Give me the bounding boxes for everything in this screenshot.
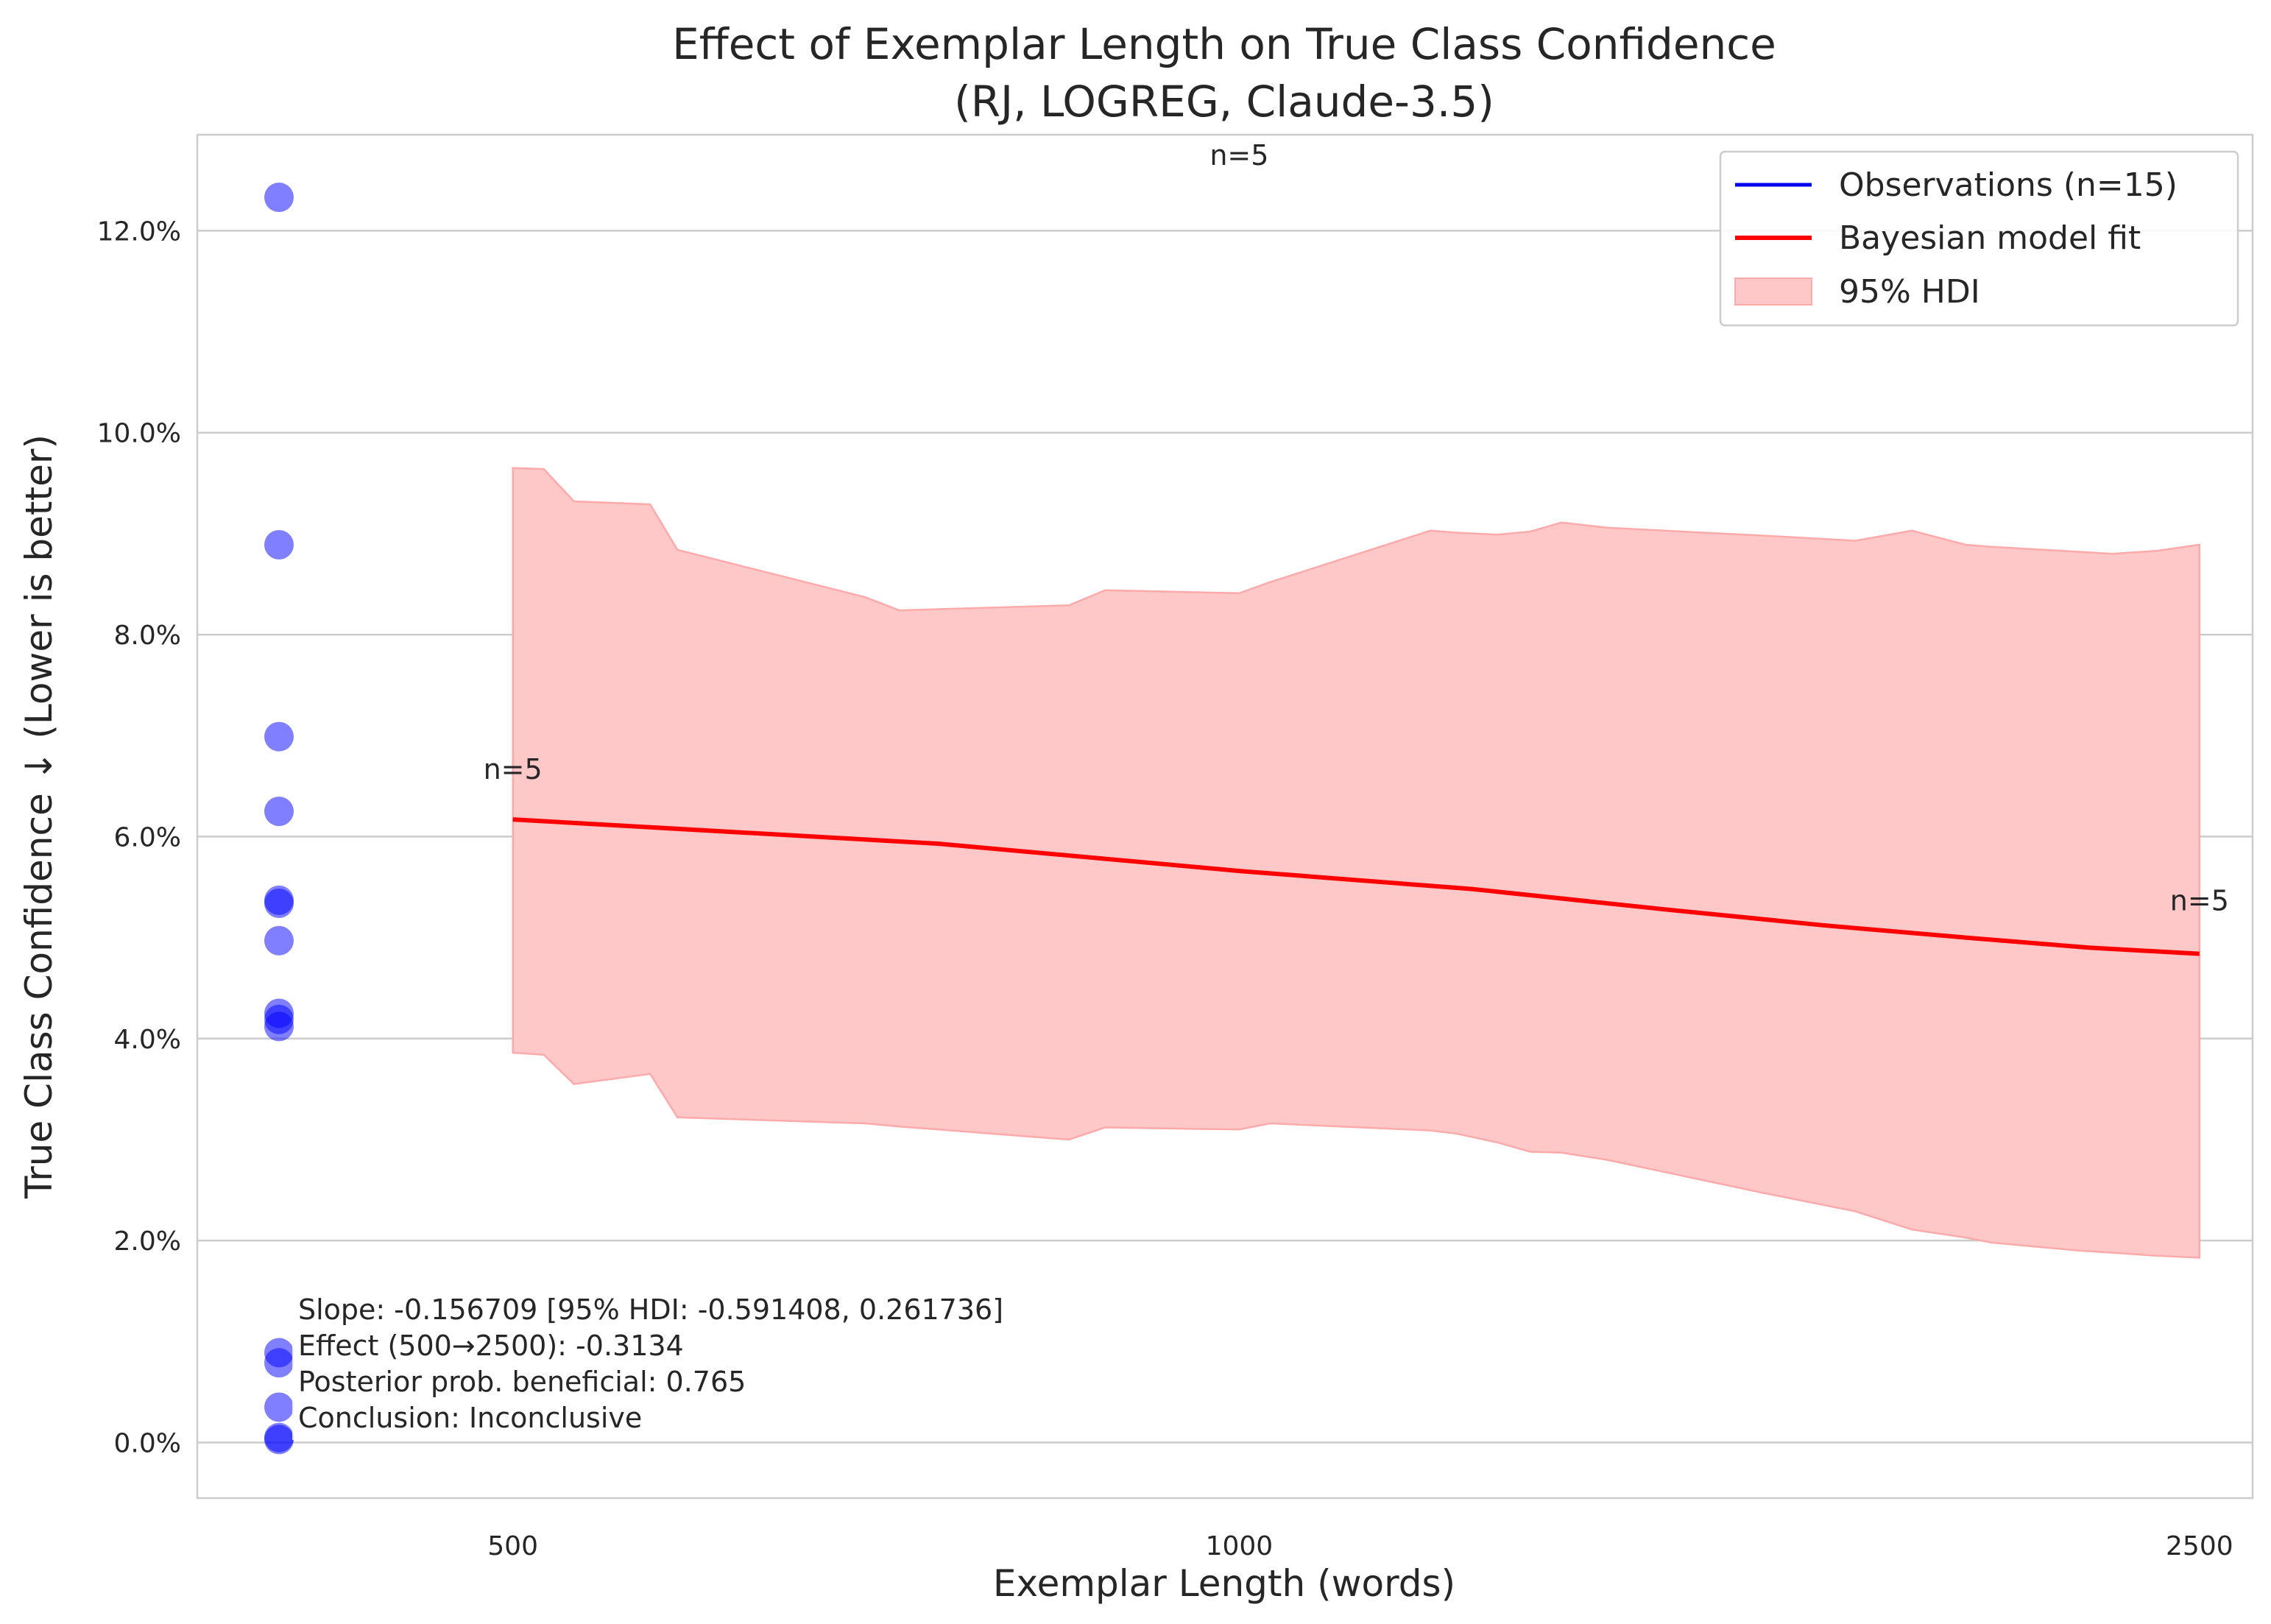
observation-point: [264, 721, 294, 752]
observation-point: [264, 797, 294, 827]
chart-title: Effect of Exemplar Length on True Class …: [672, 19, 1776, 69]
y-tick-label: 12.0%: [97, 216, 181, 247]
observation-point: [264, 1424, 294, 1455]
fit-line-layer: [512, 817, 2200, 956]
stats-line-conclusion: Conclusion: Inconclusive: [298, 1402, 642, 1434]
legend-label-observations: Observations (n=15): [1839, 166, 2178, 204]
y-tick-label: 8.0%: [114, 621, 181, 651]
stats-box-background: [292, 1285, 1089, 1440]
legend: Observations (n=15) Bayesian model fit 9…: [1719, 150, 2239, 327]
observation-point: [264, 888, 294, 918]
stats-line-posterior: Posterior prob. beneficial: 0.765: [298, 1366, 746, 1398]
y-tick-label: 6.0%: [114, 822, 181, 852]
y-tick-label: 0.0%: [114, 1429, 181, 1459]
sample-size-annotation: n=5: [484, 753, 543, 785]
x-axis-ticks: 500 1000 2500: [487, 1531, 2233, 1561]
chart-subtitle: (RJ, LOGREG, Claude-3.5): [954, 77, 1494, 127]
y-axis-label: True Class Confidence ↓ (Lower is better…: [18, 434, 60, 1199]
observation-point: [264, 1392, 294, 1422]
annotation-layer: n=5 n=5 n=5: [484, 139, 2229, 917]
plot-frame: [196, 133, 2254, 1500]
y-tick-label: 2.0%: [114, 1226, 181, 1257]
x-tick-label: 2500: [2166, 1531, 2233, 1561]
legend-swatch-hdi: [1734, 278, 1812, 306]
y-tick-label: 10.0%: [97, 419, 181, 449]
y-axis-ticks: 0.0% 2.0% 4.0% 6.0% 8.0% 10.0% 12.0%: [97, 216, 181, 1458]
observation-points-layer: [264, 183, 294, 1455]
observation-point: [264, 1348, 294, 1378]
x-tick-label: 500: [487, 1531, 538, 1561]
model-fit-line: [512, 817, 2200, 956]
stats-box: Slope: -0.156709 [95% HDI: -0.591408, 0.…: [292, 1285, 1089, 1440]
y-tick-label: 4.0%: [114, 1025, 181, 1055]
observation-point: [264, 183, 294, 213]
x-tick-label: 1000: [1206, 1531, 1274, 1561]
legend-label-model-fit: Bayesian model fit: [1839, 219, 2141, 257]
stats-line-slope: Slope: -0.156709 [95% HDI: -0.591408, 0.…: [298, 1293, 1003, 1326]
sample-size-annotation: n=5: [1209, 139, 1268, 172]
legend-label-hdi: 95% HDI: [1839, 273, 1980, 311]
x-axis-label: Exemplar Length (words): [993, 1562, 1455, 1605]
hdi-band-layer: [512, 467, 2201, 1259]
hdi-band: [512, 467, 2201, 1259]
legend-frame: [1719, 150, 2239, 327]
stats-line-effect: Effect (500→2500): -0.3134: [298, 1330, 684, 1362]
observation-point: [264, 1012, 294, 1042]
sample-size-annotation: n=5: [2170, 885, 2229, 917]
observation-point: [264, 925, 294, 956]
observation-point: [264, 529, 294, 559]
